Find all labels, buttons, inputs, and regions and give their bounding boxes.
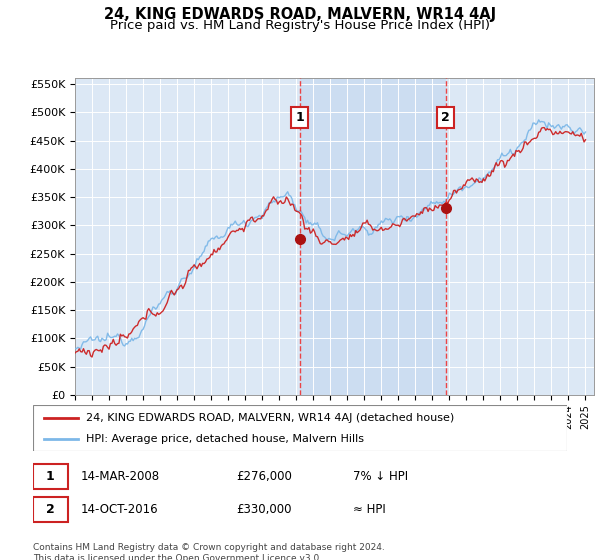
Text: £276,000: £276,000 bbox=[236, 470, 292, 483]
Text: Price paid vs. HM Land Registry's House Price Index (HPI): Price paid vs. HM Land Registry's House … bbox=[110, 19, 490, 32]
Text: 1: 1 bbox=[295, 111, 304, 124]
FancyBboxPatch shape bbox=[33, 497, 68, 522]
FancyBboxPatch shape bbox=[33, 464, 68, 489]
Text: ≈ HPI: ≈ HPI bbox=[353, 503, 386, 516]
Text: Contains HM Land Registry data © Crown copyright and database right 2024.
This d: Contains HM Land Registry data © Crown c… bbox=[33, 543, 385, 560]
Text: 2: 2 bbox=[46, 503, 55, 516]
Text: 14-MAR-2008: 14-MAR-2008 bbox=[81, 470, 160, 483]
Text: 1: 1 bbox=[46, 470, 55, 483]
Text: HPI: Average price, detached house, Malvern Hills: HPI: Average price, detached house, Malv… bbox=[86, 435, 364, 444]
Text: 24, KING EDWARDS ROAD, MALVERN, WR14 4AJ (detached house): 24, KING EDWARDS ROAD, MALVERN, WR14 4AJ… bbox=[86, 413, 455, 423]
Text: 2: 2 bbox=[442, 111, 450, 124]
Bar bbox=[299, 78, 446, 395]
Text: 7% ↓ HPI: 7% ↓ HPI bbox=[353, 470, 409, 483]
Text: 24, KING EDWARDS ROAD, MALVERN, WR14 4AJ: 24, KING EDWARDS ROAD, MALVERN, WR14 4AJ bbox=[104, 7, 496, 22]
Text: 14-OCT-2016: 14-OCT-2016 bbox=[81, 503, 158, 516]
FancyBboxPatch shape bbox=[33, 405, 567, 451]
Text: £330,000: £330,000 bbox=[236, 503, 292, 516]
